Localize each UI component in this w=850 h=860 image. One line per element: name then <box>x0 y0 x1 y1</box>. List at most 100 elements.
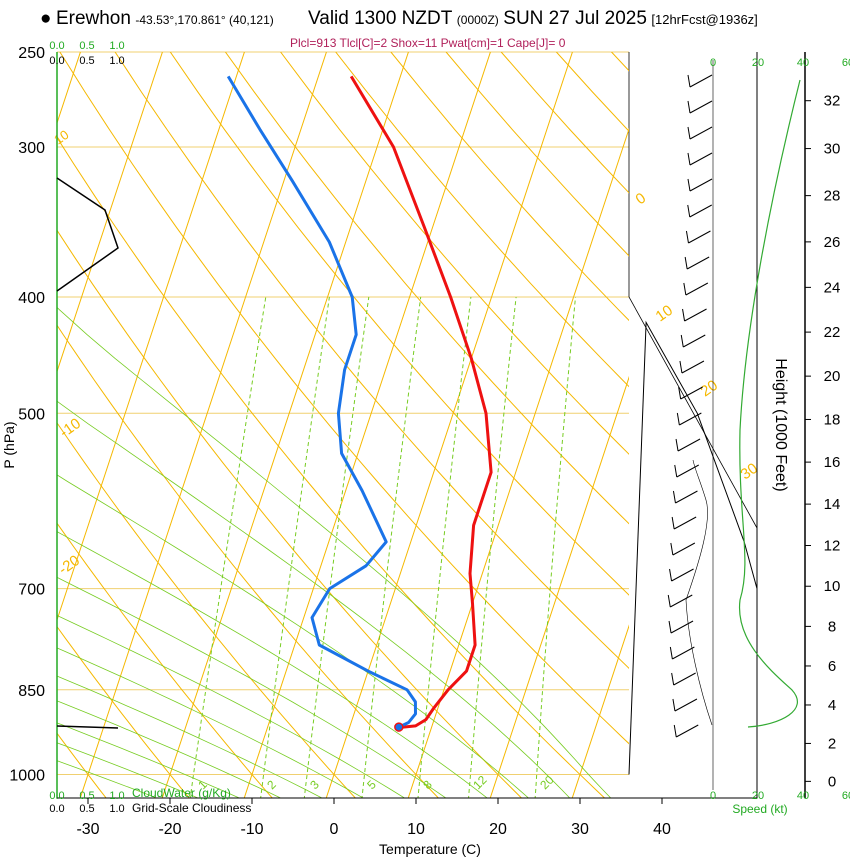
pressure-tick-label: 850 <box>18 683 45 700</box>
mixing-ratio-line <box>189 296 267 798</box>
wind-barb <box>681 360 705 374</box>
height-tick-label: 8 <box>828 618 836 635</box>
tropopause-line <box>628 296 758 529</box>
wind-barb-flag <box>672 490 676 504</box>
wind-barb <box>688 230 711 244</box>
mixing-ratio-lines <box>189 296 576 798</box>
dry-adiabat <box>224 52 629 525</box>
cloudiness-tick-bottom: 0.5 <box>79 803 94 815</box>
valid-time: Valid 1300 NZDT (0000Z) SUN 27 Jul 2025 … <box>308 8 758 30</box>
y-axis-label: P (hPa) <box>1 421 17 468</box>
moist-adiabat <box>57 576 447 798</box>
height-tick-label: 22 <box>824 324 841 341</box>
cloudiness-tick-bottom: 0.0 <box>49 803 64 815</box>
isotherm-line <box>161 52 409 798</box>
dry-adiabat <box>57 421 357 798</box>
dry-adiabat <box>500 52 629 194</box>
height-tick-label: 10 <box>824 578 841 595</box>
cloudiness-tick-top: 0.0 <box>49 55 64 67</box>
height-tick-label: 14 <box>824 496 841 513</box>
dry-adiabat <box>335 52 629 388</box>
moist-adiabat <box>57 400 571 798</box>
moist-adiabat <box>57 675 323 798</box>
wind-barb <box>685 282 709 296</box>
wind-barb <box>673 516 697 530</box>
dry-adiabat <box>169 52 629 596</box>
pressure-tick-label: 300 <box>18 140 45 157</box>
dry-adiabat <box>279 52 629 455</box>
isotherm-line <box>325 52 573 798</box>
isotherm-label: 20 <box>698 377 721 400</box>
isotherm-line <box>571 624 629 798</box>
isotherm-line <box>57 52 163 374</box>
wind-barb <box>677 438 701 452</box>
cloud-axis-ticks: 0.00.00.00.00.50.50.50.51.01.01.01.0 <box>49 40 124 815</box>
dry-adiabat-label: 10 <box>51 127 71 148</box>
valid-label: Valid 1300 NZDT <box>308 8 453 29</box>
height-tick-label: 32 <box>824 93 841 110</box>
moist-adiabat <box>57 722 241 798</box>
moist-adiabat <box>57 647 365 798</box>
wind-barb <box>679 412 702 426</box>
wind-barb-flag <box>671 516 675 530</box>
height-tick-label: 4 <box>828 697 836 714</box>
mixing-ratio-line <box>417 296 472 798</box>
wind-barb <box>676 724 699 738</box>
wind-barb-flag <box>674 464 678 478</box>
wind-barb-flag <box>669 568 673 582</box>
mixing-ratio-label: 3 <box>307 777 322 792</box>
height-tick-label: 20 <box>824 368 841 385</box>
height-tick-label: 28 <box>824 188 841 205</box>
pressure-gridlines <box>57 51 758 775</box>
pressure-tick-label: 500 <box>18 406 45 423</box>
dry-adiabat <box>57 625 190 798</box>
cloud-water-tick-top: 0.5 <box>79 40 94 52</box>
wind-barb-flag <box>687 126 691 140</box>
cloud-water-surface <box>56 725 119 729</box>
speed-tick-bottom: 0 <box>710 790 716 802</box>
mixing-ratio-line <box>534 296 576 798</box>
wind-barb <box>686 256 710 270</box>
dry-adiabat <box>445 52 629 257</box>
x-tick-label: -10 <box>240 821 263 838</box>
height-axis-label: Height (1000 Feet) <box>772 358 789 491</box>
mixing-ratio-line <box>361 296 422 798</box>
dry-adiabat-lines <box>57 52 629 798</box>
isotherm-line <box>79 52 327 798</box>
wind-barb <box>675 490 698 504</box>
isotherm-line <box>57 52 245 622</box>
height-profile-line <box>628 320 757 775</box>
moist-adiabat <box>57 700 282 798</box>
wind-barb <box>674 698 698 712</box>
wind-barb-flag <box>676 412 680 426</box>
wind-barb-flag <box>683 282 687 296</box>
cloudiness-label: Grid-Scale Cloudiness <box>132 801 251 815</box>
speed-tick-top: 40 <box>797 57 809 69</box>
cloud-water-tick-top: 1.0 <box>109 40 124 52</box>
height-tick-label: 16 <box>824 454 841 471</box>
wind-barb <box>689 100 713 114</box>
speed-axis-label: Speed (kt) <box>732 802 787 816</box>
pressure-tick-labels: 250 300 400 500 700 850 1000 <box>9 45 45 785</box>
height-tick-label: 18 <box>824 411 841 428</box>
isotherm-label: 30 <box>738 460 761 483</box>
wind-speed-profile <box>738 79 801 728</box>
wind-barb-flag <box>680 334 684 348</box>
wind-barb-flag <box>668 620 672 634</box>
wind-barb <box>680 386 703 400</box>
height-tick-label: 30 <box>824 141 841 158</box>
moist-adiabat <box>57 531 488 798</box>
x-tick-label: 0 <box>330 821 339 838</box>
forecast-tag: [12hrFcst@1936z] <box>651 12 758 27</box>
speed-axis-ticks: 00202040406060 <box>710 57 850 802</box>
wind-barb <box>671 568 694 582</box>
wind-barb-flag <box>673 724 677 738</box>
wind-barb <box>689 74 713 88</box>
x-tick-label: -30 <box>76 821 99 838</box>
mixing-ratio-line <box>303 296 370 798</box>
x-tick-labels: -30 -20 -10 0 10 20 30 40 <box>76 798 671 838</box>
wind-barb <box>689 152 713 166</box>
mixing-ratio-label: 20 <box>537 773 557 793</box>
dry-adiabat <box>114 52 629 669</box>
wind-barb <box>689 126 713 140</box>
